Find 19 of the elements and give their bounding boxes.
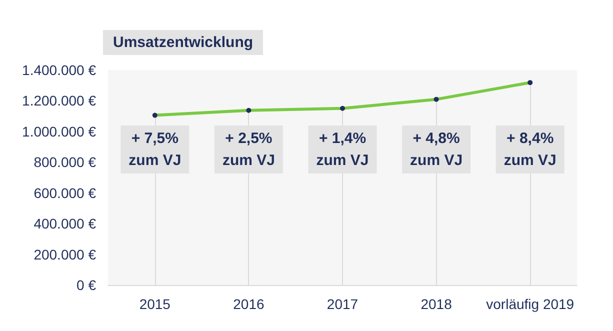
annotation: + 7,5% zum VJ: [128, 130, 182, 170]
x-tick-label: 2017: [326, 296, 358, 312]
x-tick-label: vorläufig 2019: [486, 296, 574, 312]
x-tick-label: 2016: [233, 296, 264, 312]
y-tick-label: 1.200.000 €: [22, 92, 96, 109]
annotation: + 2,5% zum VJ: [222, 130, 275, 170]
x-tick-label: 2018: [420, 296, 452, 312]
chart-title: Umsatzentwicklung: [113, 34, 254, 51]
y-tick-label: 400.000 €: [34, 216, 96, 232]
y-tick-label: 1.000.000 €: [22, 123, 96, 140]
annotation: + 4,8% zum VJ: [410, 130, 463, 170]
x-tick-label: 2015: [139, 296, 171, 312]
y-tick-label: 800.000 €: [34, 154, 96, 170]
annotation: + 8,4% zum VJ: [504, 130, 556, 170]
y-tick-label: 1.400.000 €: [22, 62, 96, 78]
y-tick-label: 200.000 €: [34, 246, 96, 262]
y-tick-label: 0 €: [76, 277, 96, 293]
annotation: + 1,4% zum VJ: [316, 130, 369, 170]
y-tick-label: 600.000 €: [34, 184, 96, 201]
